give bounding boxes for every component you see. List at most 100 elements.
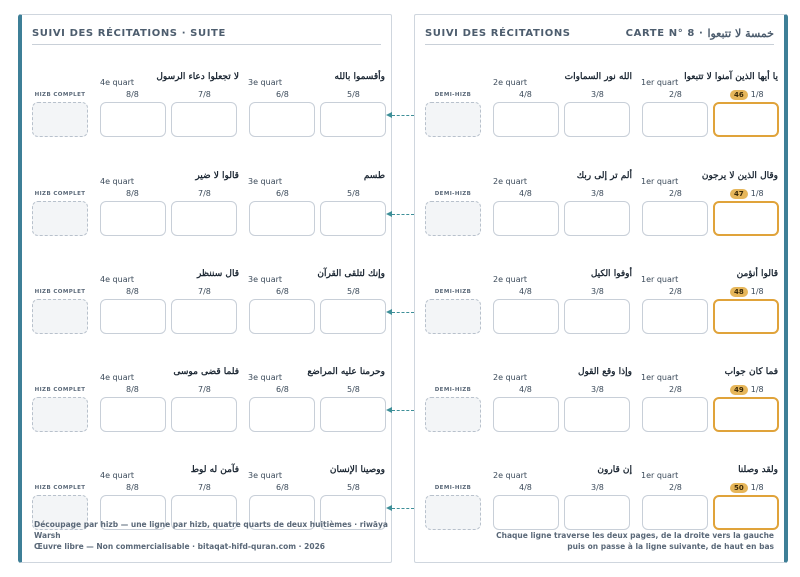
eighth-box[interactable] xyxy=(320,397,386,432)
eighth-box[interactable] xyxy=(249,201,315,236)
eighth-box[interactable] xyxy=(642,102,708,137)
eighth-box[interactable] xyxy=(249,397,315,432)
ayah-start-label: ولقد وصلنا xyxy=(738,465,778,475)
eighth-box[interactable] xyxy=(249,102,315,137)
hizb-number-badge: 50 xyxy=(730,483,748,493)
left-row: HIZB COMPLET 4e quart فآمن له لوط 8/8 7/8 3e … xyxy=(22,458,391,538)
demi-hizb-box[interactable] xyxy=(425,495,481,530)
hizb-number-badge: 48 xyxy=(730,287,748,297)
quart-label: 4e quart xyxy=(100,471,135,480)
eighth-box[interactable] xyxy=(493,299,559,334)
quart-label: 4e quart xyxy=(100,373,135,382)
eighth-label: 7/8 xyxy=(198,90,211,99)
eighth-box[interactable] xyxy=(642,299,708,334)
eighth-box[interactable] xyxy=(493,495,559,530)
demi-hizb-label: DEMI-HIZB xyxy=(434,485,472,491)
first-eighth-box[interactable] xyxy=(713,495,779,530)
eighth-box[interactable] xyxy=(100,495,166,530)
first-eighth-label: 46 1/8 xyxy=(730,90,764,100)
right-row: DEMI-HIZB 2e quart إن قارون 4/8 3/8 1er quart… xyxy=(415,458,784,538)
eighth-box[interactable] xyxy=(100,102,166,137)
ayah-start-label: قالوا لا ضير xyxy=(195,171,239,181)
demi-hizb-box[interactable] xyxy=(425,201,481,236)
ayah-start-label: وقال الذين لا يرجون xyxy=(701,171,778,181)
hizb-complet-box[interactable] xyxy=(32,102,88,137)
eighth-box[interactable] xyxy=(320,495,386,530)
first-eighth-box[interactable] xyxy=(713,299,779,334)
left-footer-line-2: Œuvre libre — Non commercialisable · bit… xyxy=(34,542,326,551)
left-page-header: SUIVI DES RÉCITATIONS · SUITE xyxy=(32,23,381,45)
hizb-complet-label: HIZB COMPLET xyxy=(34,485,86,491)
quart-label: 3e quart xyxy=(248,471,283,480)
eighth-label: 8/8 xyxy=(126,385,139,394)
hizb-complet-box[interactable] xyxy=(32,299,88,334)
eighth-box[interactable] xyxy=(493,201,559,236)
right-row: DEMI-HIZB 2e quart ألم تر إلى ربك 4/8 3/8 1er… xyxy=(415,164,784,244)
eighth-label: 5/8 xyxy=(347,287,360,296)
first-eighth-box[interactable] xyxy=(713,102,779,137)
first-eighth-box[interactable] xyxy=(713,397,779,432)
eighth-label: 5/8 xyxy=(347,189,360,198)
hizb-complet-label: HIZB COMPLET xyxy=(34,92,86,98)
first-eighth-box[interactable] xyxy=(713,201,779,236)
row-connector-line xyxy=(392,115,414,116)
quart-label: 2e quart xyxy=(493,177,528,186)
eighth-label: 4/8 xyxy=(519,483,532,492)
left-footer-line-1: Découpage par hizb — une ligne par hizb,… xyxy=(34,520,388,540)
eighth-box[interactable] xyxy=(171,495,237,530)
ayah-start-label: وإنك لتلقى القرآن xyxy=(317,269,385,279)
card-arabic-title: خمسة لا تتبعوا xyxy=(707,27,774,40)
eighth-box[interactable] xyxy=(642,201,708,236)
eighth-label: 5/8 xyxy=(347,90,360,99)
card-number-label: CARTE N° 8 · خمسة لا تتبعوا xyxy=(626,27,774,40)
eighth-box[interactable] xyxy=(564,299,630,334)
left-footer: Découpage par hizb — une ligne par hizb,… xyxy=(34,519,391,552)
eighth-box[interactable] xyxy=(171,299,237,334)
quart-label: 3e quart xyxy=(248,373,283,382)
eighth-label: 1/8 xyxy=(750,189,764,198)
hizb-complet-box[interactable] xyxy=(32,201,88,236)
eighth-label: 5/8 xyxy=(347,483,360,492)
hizb-complet-box[interactable] xyxy=(32,397,88,432)
eighth-label: 4/8 xyxy=(519,385,532,394)
left-row: HIZB COMPLET 4e quart قال سننظر 8/8 7/8 3e qu… xyxy=(22,262,391,342)
demi-hizb-box[interactable] xyxy=(425,102,481,137)
left-row: HIZB COMPLET 4e quart قالوا لا ضير 8/8 7/8 3e… xyxy=(22,164,391,244)
eighth-box[interactable] xyxy=(564,397,630,432)
eighth-box[interactable] xyxy=(320,102,386,137)
quart-label: 2e quart xyxy=(493,275,528,284)
eighth-label: 8/8 xyxy=(126,90,139,99)
eighth-box[interactable] xyxy=(100,397,166,432)
eighth-label: 4/8 xyxy=(519,287,532,296)
eighth-box[interactable] xyxy=(493,397,559,432)
eighth-label: 1/8 xyxy=(750,90,764,99)
eighth-box[interactable] xyxy=(564,201,630,236)
hizb-complet-label: HIZB COMPLET xyxy=(34,387,86,393)
eighth-box[interactable] xyxy=(320,201,386,236)
ayah-start-label: إن قارون xyxy=(597,465,632,475)
eighth-label: 6/8 xyxy=(276,385,289,394)
demi-hizb-box[interactable] xyxy=(425,299,481,334)
eighth-box[interactable] xyxy=(171,102,237,137)
eighth-label: 7/8 xyxy=(198,483,211,492)
quart-label: 1er quart xyxy=(641,275,679,284)
ayah-start-label: لا تجعلوا دعاء الرسول xyxy=(156,72,239,82)
eighth-box[interactable] xyxy=(100,201,166,236)
eighth-box[interactable] xyxy=(642,495,708,530)
hizb-complet-box[interactable] xyxy=(32,495,88,530)
left-row: HIZB COMPLET 4e quart فلما قضى موسى 8/8 7/8 3… xyxy=(22,360,391,440)
eighth-box[interactable] xyxy=(171,201,237,236)
demi-hizb-box[interactable] xyxy=(425,397,481,432)
eighth-box[interactable] xyxy=(564,495,630,530)
eighth-box[interactable] xyxy=(493,102,559,137)
eighth-box[interactable] xyxy=(642,397,708,432)
eighth-box[interactable] xyxy=(320,299,386,334)
eighth-label: 3/8 xyxy=(591,189,604,198)
eighth-box[interactable] xyxy=(564,102,630,137)
eighth-label: 8/8 xyxy=(126,287,139,296)
eighth-label: 6/8 xyxy=(276,483,289,492)
eighth-box[interactable] xyxy=(249,299,315,334)
eighth-box[interactable] xyxy=(171,397,237,432)
eighth-box[interactable] xyxy=(100,299,166,334)
eighth-box[interactable] xyxy=(249,495,315,530)
